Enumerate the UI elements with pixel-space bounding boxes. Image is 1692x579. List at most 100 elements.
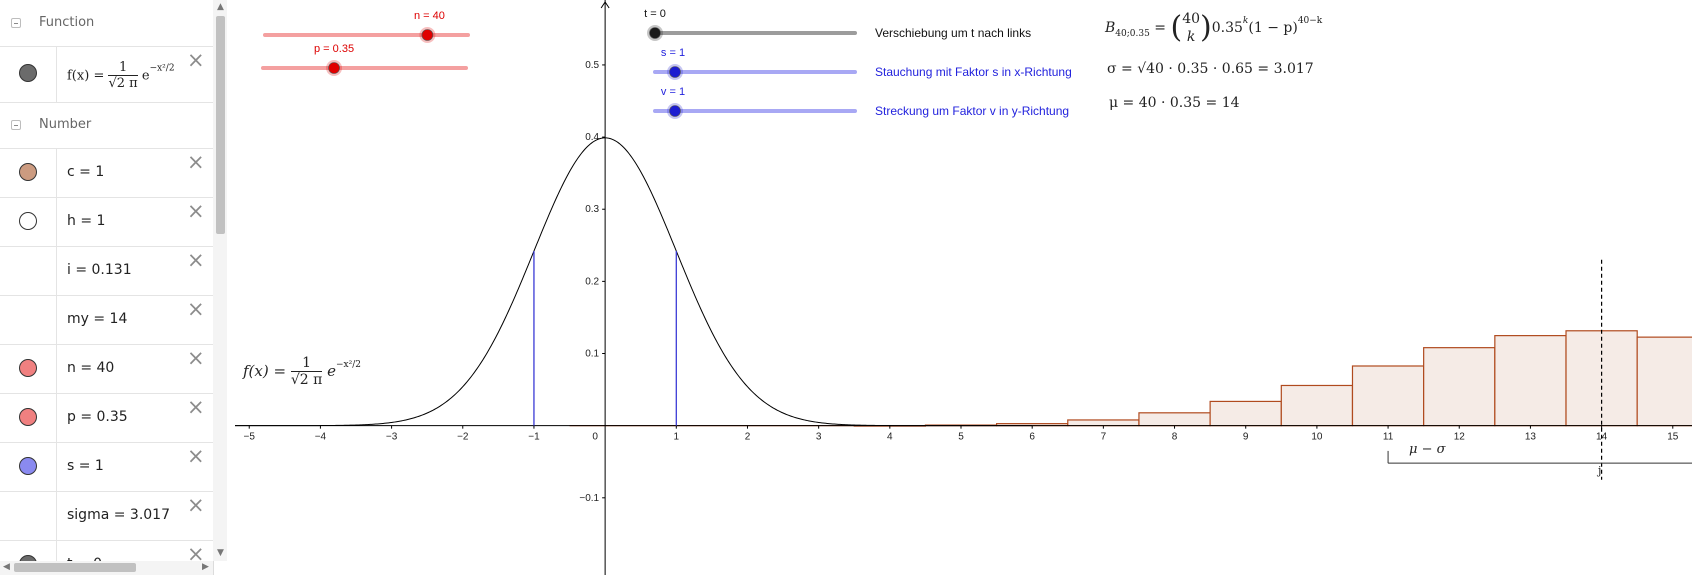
equals-sign: = — [93, 68, 105, 84]
x-tick-label: 3 — [816, 432, 822, 443]
x-tick-label: 8 — [1172, 432, 1178, 443]
algebra-row[interactable]: my = 14 × — [0, 295, 213, 345]
f-exponent: −x²/2 — [336, 360, 361, 370]
visibility-toggle[interactable] — [0, 393, 57, 442]
f-name: f(x) — [243, 362, 269, 380]
algebra-row-text[interactable]: n = 40 — [67, 360, 115, 376]
algebra-row-text[interactable]: sigma = 3.017 — [67, 507, 170, 523]
collapse-icon[interactable] — [11, 18, 21, 28]
visibility-dot-icon[interactable] — [19, 64, 37, 82]
x-tick-label: −2 — [457, 432, 469, 443]
visibility-toggle[interactable] — [0, 197, 57, 246]
histogram-bar — [1494, 335, 1567, 427]
exp-exponent: −x²/2 — [149, 63, 175, 74]
slider-v-knob[interactable] — [669, 105, 681, 117]
visibility-dot-icon[interactable] — [19, 212, 37, 230]
delete-icon[interactable]: × — [187, 248, 205, 272]
visibility-dot-icon[interactable] — [19, 408, 37, 426]
binom-subscript: 40;0.35 — [1115, 29, 1150, 39]
visibility-dot-icon[interactable] — [19, 163, 37, 181]
x-tick-label: 12 — [1454, 432, 1466, 443]
category-number[interactable]: Number — [0, 102, 213, 149]
visibility-toggle[interactable] — [0, 491, 57, 540]
graphics-view[interactable]: −5 −4 −3 −2 −1 0 1 2 3 4 5 6 7 8 9 10 11 12 13 14 15 −0.1 0.1 0… — [235, 0, 1692, 575]
scroll-left-icon[interactable]: ◀ — [3, 562, 10, 572]
x-tick-label: −3 — [386, 432, 398, 443]
algebra-row[interactable]: p = 0.35 × — [0, 393, 213, 443]
visibility-dot-icon[interactable] — [19, 457, 37, 475]
slider-p-label: p = 0.35 — [314, 43, 354, 55]
visibility-toggle[interactable] — [0, 295, 57, 344]
slider-t-knob[interactable] — [649, 27, 661, 39]
histogram-bar — [1138, 412, 1211, 427]
y-tick-label: 0.1 — [585, 349, 599, 360]
delete-icon[interactable]: × — [187, 297, 205, 321]
scroll-right-icon[interactable]: ▶ — [202, 562, 209, 572]
category-label: Function — [39, 15, 95, 30]
visibility-toggle[interactable] — [0, 148, 57, 197]
category-label: Number — [39, 117, 92, 132]
j-label: j — [1598, 464, 1602, 477]
algebra-row-text[interactable]: c = 1 — [67, 164, 105, 180]
delete-icon[interactable]: × — [187, 542, 205, 566]
x-tick-label: 15 — [1667, 432, 1679, 443]
algebra-row-text[interactable]: i = 0.131 — [67, 262, 132, 278]
function-definition[interactable]: f(x) = 1 √2 π e−x²/2 — [67, 60, 175, 92]
y-axis-arrow-icon — [600, 1, 610, 9]
delete-icon[interactable]: × — [187, 199, 205, 223]
binomial-formula: B40;0.35 = (40 k)0.35k(1 − p)40−k — [1105, 10, 1323, 45]
fraction-numerator: 1 — [108, 60, 138, 76]
visibility-toggle[interactable] — [0, 46, 57, 102]
visibility-toggle[interactable] — [0, 246, 57, 295]
x-tick-label: 6 — [1029, 432, 1035, 443]
algebra-row-text[interactable]: p = 0.35 — [67, 409, 128, 425]
delete-icon[interactable]: × — [187, 346, 205, 370]
algebra-row[interactable]: sigma = 3.017 × — [0, 491, 213, 541]
visibility-dot-icon[interactable] — [19, 359, 37, 377]
delete-icon[interactable]: × — [187, 493, 205, 517]
y-tick-label: −0.1 — [579, 493, 599, 504]
visibility-toggle[interactable] — [0, 344, 57, 393]
algebra-row[interactable]: h = 1 × — [0, 197, 213, 247]
binom-p-exponent: k — [1242, 16, 1249, 26]
binom-q: (1 − p) — [1248, 20, 1298, 36]
algebra-row-text[interactable]: s = 1 — [67, 458, 104, 474]
delete-icon[interactable]: × — [187, 444, 205, 468]
slider-v-label: v = 1 — [661, 86, 685, 98]
algebra-view: Function f(x) = 1 √2 π e−x²/2 × Number c … — [0, 0, 214, 575]
scroll-up-icon[interactable]: ▲ — [217, 2, 224, 12]
binom-n: 40 — [1182, 11, 1201, 27]
plot-canvas[interactable]: −5 −4 −3 −2 −1 0 1 2 3 4 5 6 7 8 9 10 11 12 13 14 15−0.10.10… — [235, 0, 1692, 575]
binom-k: k — [1186, 29, 1196, 45]
y-tick-label: 0.5 — [585, 60, 599, 71]
algebra-row[interactable]: n = 40 × — [0, 344, 213, 394]
algebra-row-text[interactable]: h = 1 — [67, 213, 106, 229]
vertical-scroll-thumb[interactable] — [216, 16, 225, 234]
visibility-toggle[interactable] — [0, 442, 57, 491]
slider-s-knob[interactable] — [669, 66, 681, 78]
x-tick-label: 0 — [592, 432, 598, 443]
horizontal-scroll-thumb[interactable] — [14, 563, 136, 572]
normal-density-curve — [235, 137, 1033, 427]
algebra-row-f[interactable]: f(x) = 1 √2 π e−x²/2 × — [0, 46, 213, 103]
histogram-bar — [1423, 347, 1496, 427]
algebra-row-text[interactable]: my = 14 — [67, 311, 128, 327]
slider-p-knob[interactable] — [328, 62, 340, 74]
delete-icon[interactable]: × — [187, 48, 205, 72]
collapse-icon[interactable] — [11, 120, 21, 130]
delete-icon[interactable]: × — [187, 150, 205, 174]
f-exp-base: e — [327, 362, 337, 380]
sigma-formula: σ = √40 · 0.35 · 0.65 = 3.017 — [1107, 61, 1314, 77]
y-tick-label: 0.3 — [585, 204, 599, 215]
x-tick-label: −4 — [315, 432, 327, 443]
scroll-down-icon[interactable]: ▼ — [217, 548, 224, 558]
algebra-row[interactable]: s = 1 × — [0, 442, 213, 492]
slider-s-label: s = 1 — [661, 47, 685, 59]
algebra-row[interactable]: i = 0.131 × — [0, 246, 213, 296]
f-numerator: 1 — [290, 356, 323, 372]
delete-icon[interactable]: × — [187, 395, 205, 419]
caption-t: Verschiebung um t nach links — [875, 26, 1032, 40]
slider-n-knob[interactable] — [421, 29, 434, 41]
category-function[interactable]: Function — [0, 0, 213, 47]
algebra-row[interactable]: c = 1 × — [0, 148, 213, 198]
